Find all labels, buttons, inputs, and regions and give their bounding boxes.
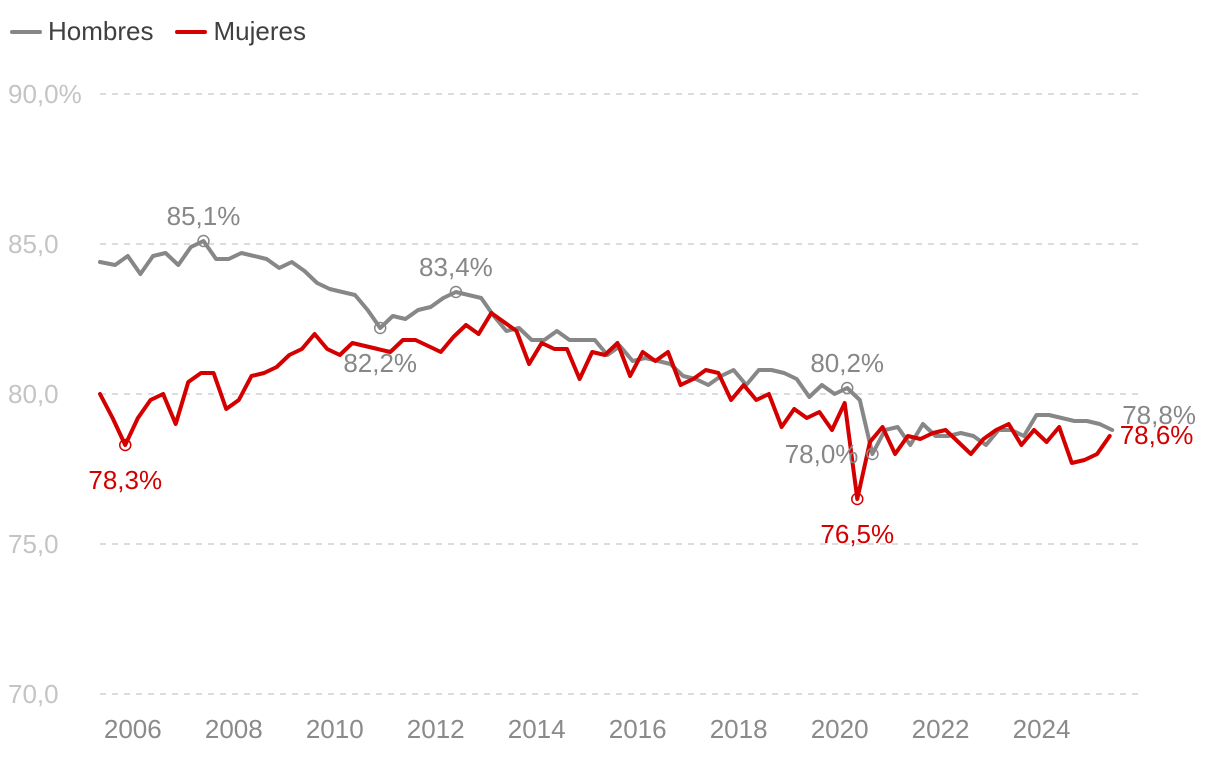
legend: Hombres Mujeres xyxy=(10,16,306,47)
legend-item-mujeres[interactable]: Mujeres xyxy=(175,16,306,47)
annotation-marker xyxy=(866,447,879,461)
y-tick-label: 80,0 xyxy=(8,379,59,409)
x-tick-label: 2016 xyxy=(609,714,667,744)
x-tick-label: 2012 xyxy=(407,714,465,744)
annotation-label: 83,4% xyxy=(419,252,493,282)
series-line-hombres xyxy=(98,239,1115,456)
legend-swatch-hombres xyxy=(10,29,42,34)
series-line-mujeres xyxy=(98,311,1112,501)
annotation-label: 80,2% xyxy=(810,348,884,378)
x-tick-label: 2018 xyxy=(710,714,768,744)
y-tick-label: 90,0% xyxy=(8,79,82,109)
annotation-label: 85,1% xyxy=(167,201,241,231)
legend-swatch-mujeres xyxy=(175,29,208,34)
y-tick-label: 70,0 xyxy=(8,679,59,709)
annotation-marker xyxy=(118,438,132,452)
legend-label-hombres: Hombres xyxy=(48,16,154,46)
annotation-label: 78,8% xyxy=(1122,400,1196,430)
x-tick-label: 2024 xyxy=(1013,714,1071,744)
annotation-marker xyxy=(197,234,210,248)
annotation-label: 82,2% xyxy=(343,348,417,378)
x-tick-label: 2022 xyxy=(912,714,970,744)
annotation-label: 78,6% xyxy=(1120,420,1194,450)
annotation-marker xyxy=(373,321,387,335)
y-tick-label: 85,0 xyxy=(8,229,59,259)
annotation-label: 78,3% xyxy=(88,465,162,495)
x-tick-label: 2010 xyxy=(306,714,364,744)
x-tick-label: 2020 xyxy=(811,714,869,744)
annotation-label: 76,5% xyxy=(820,519,894,549)
annotation-label: 78,0% xyxy=(785,439,859,469)
annotation-marker xyxy=(851,492,864,506)
x-tick-label: 2006 xyxy=(104,714,162,744)
legend-item-hombres[interactable]: Hombres xyxy=(10,16,153,47)
annotation-marker xyxy=(449,285,463,299)
legend-label-mujeres: Mujeres xyxy=(213,16,306,46)
x-tick-label: 2008 xyxy=(205,714,263,744)
x-tick-label: 2014 xyxy=(508,714,566,744)
y-tick-label: 75,0 xyxy=(8,529,59,559)
annotation-marker xyxy=(840,381,854,395)
